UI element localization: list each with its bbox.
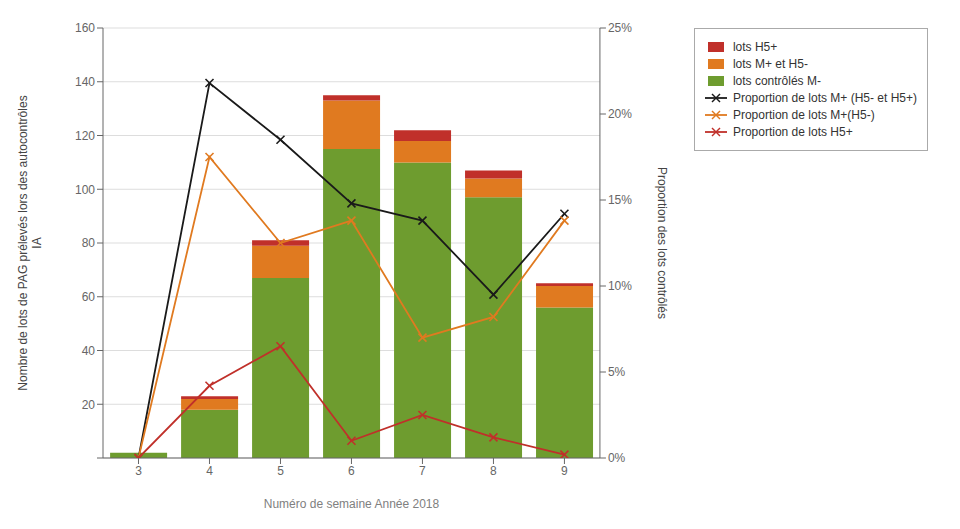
svg-text:60: 60 xyxy=(82,290,96,304)
svg-text:20%: 20% xyxy=(608,107,632,121)
html-text:Proportion de lots M+ (H5- et: Proportion de lots M+ (H5- et H5+) xyxy=(732,91,917,105)
svg-text:10%: 10% xyxy=(608,279,632,293)
svg-text:160: 160 xyxy=(75,21,95,35)
svg-text:0%: 0% xyxy=(608,451,626,465)
svg-text:40: 40 xyxy=(82,344,96,358)
html-text:lots H5+: lots H5+ xyxy=(732,40,778,54)
svg-text:Nombre de lots de PAG prélevés: Nombre de lots de PAG prélevés lors des … xyxy=(16,95,44,390)
svg-text:15%: 15% xyxy=(608,193,632,207)
svg-text:7: 7 xyxy=(419,464,426,478)
svg-text:120: 120 xyxy=(75,129,95,143)
svg-text:5%: 5% xyxy=(608,365,626,379)
svg-text:9: 9 xyxy=(561,464,568,478)
svg-text:Proportion des lots contrôlés: Proportion des lots contrôlés xyxy=(655,167,669,319)
svg-text:80: 80 xyxy=(82,236,96,250)
html-text:Proportion de lots M+(H5-): Proportion de lots M+(H5-) xyxy=(732,108,875,122)
svg-text:100: 100 xyxy=(75,183,95,197)
html-text:lots M+ et H5-: lots M+ et H5- xyxy=(732,57,808,71)
html-text:lots contrôlés M-: lots contrôlés M- xyxy=(732,74,821,88)
svg-text:8: 8 xyxy=(490,464,497,478)
svg-text:3: 3 xyxy=(135,464,142,478)
svg-text:20: 20 xyxy=(82,398,96,412)
svg-text:Numéro de semaine Année 2018: Numéro de semaine Année 2018 xyxy=(264,497,440,511)
svg-text:5: 5 xyxy=(277,464,284,478)
svg-text:140: 140 xyxy=(75,75,95,89)
svg-text:6: 6 xyxy=(348,464,355,478)
svg-text:25%: 25% xyxy=(608,21,632,35)
html-text:Proportion de lots H5+: Proportion de lots H5+ xyxy=(732,125,853,139)
svg-text:4: 4 xyxy=(206,464,213,478)
